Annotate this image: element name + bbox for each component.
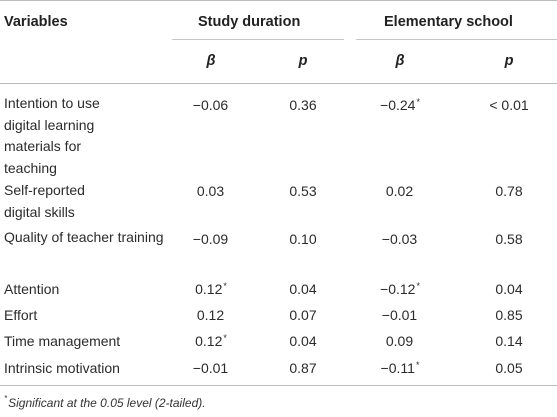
- row-label: Time management: [4, 333, 121, 349]
- sd-p-value: 0.87: [289, 360, 317, 376]
- es-beta-value: −0.01: [381, 307, 418, 323]
- es-p-value: < 0.01: [489, 97, 529, 113]
- table-top-rule: [0, 0, 557, 1]
- header-sd-p: p: [298, 53, 308, 69]
- header-es-beta: β: [395, 53, 405, 69]
- row-label: Self-reported digital skills: [4, 182, 85, 220]
- row-label: Attention: [4, 281, 60, 297]
- es-beta-value: −0.12*: [380, 281, 420, 297]
- header-es-p: p: [504, 53, 514, 69]
- sd-beta-value: 0.03: [196, 183, 225, 199]
- es-beta-value: 0.02: [385, 183, 414, 199]
- row-label: Effort: [4, 307, 38, 323]
- sd-p-value: 0.36: [289, 97, 317, 113]
- header-sd-beta: β: [206, 53, 216, 69]
- study-duration-underline: [172, 39, 344, 40]
- footnote-marker: *: [4, 394, 8, 403]
- sd-beta-value: −0.09: [192, 231, 229, 247]
- sd-p-value: 0.07: [289, 307, 317, 323]
- sd-beta-value: 0.12: [196, 307, 225, 323]
- es-p-value: 0.05: [495, 360, 523, 376]
- elementary-school-underline: [356, 39, 557, 40]
- es-beta-value: 0.09: [385, 333, 414, 349]
- es-beta-value: −0.03: [381, 231, 418, 247]
- footnote-text: Significant at the 0.05 level (2-tailed)…: [8, 396, 206, 410]
- es-p-value: 0.04: [495, 281, 523, 297]
- es-beta-value: −0.11*: [380, 360, 420, 376]
- sd-beta-value: 0.12*: [195, 333, 227, 349]
- header-bottom-rule: [0, 83, 557, 84]
- row-label: Quality of teacher training: [4, 229, 164, 245]
- sd-p-value: 0.53: [289, 183, 317, 199]
- sd-beta-value: −0.01: [192, 360, 229, 376]
- sd-p-value: 0.10: [289, 231, 317, 247]
- sd-beta-value: 0.12*: [195, 281, 227, 297]
- sd-p-value: 0.04: [289, 281, 317, 297]
- es-p-value: 0.58: [495, 231, 523, 247]
- header-variables: Variables: [4, 14, 68, 30]
- sd-beta-value: −0.06: [192, 97, 229, 113]
- row-label: Intention to use digital learning materi…: [4, 95, 100, 176]
- table-bottom-rule: [0, 385, 557, 386]
- header-study-duration: Study duration: [198, 14, 301, 30]
- es-p-value: 0.85: [495, 307, 523, 323]
- row-label: Intrinsic motivation: [4, 360, 120, 376]
- es-p-value: 0.78: [495, 183, 523, 199]
- es-p-value: 0.14: [495, 333, 523, 349]
- header-elementary-school: Elementary school: [384, 14, 513, 30]
- es-beta-value: −0.24*: [380, 97, 420, 113]
- sd-p-value: 0.04: [289, 333, 317, 349]
- table-footnote: *Significant at the 0.05 level (2-tailed…: [4, 394, 206, 410]
